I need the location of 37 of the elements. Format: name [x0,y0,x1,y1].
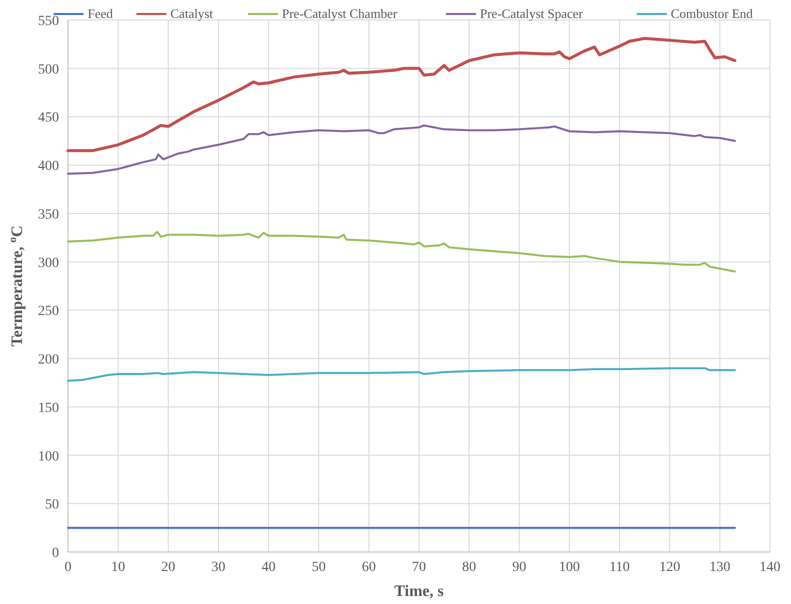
line-series [66,36,736,152]
legend-label: Catalyst [170,6,214,21]
x-tick-label: 20 [161,560,176,575]
y-tick-label: 350 [38,207,59,222]
x-tick-label: 110 [609,560,630,575]
x-tick-label: 30 [211,560,226,575]
y-tick-label: 550 [38,14,59,29]
y-tick-label: 50 [45,498,59,513]
y-tick-label: 0 [52,546,59,561]
legend-label: Feed [88,6,114,21]
x-tick-label: 10 [111,560,126,575]
line-series [67,124,736,175]
x-tick-label: 0 [64,560,72,575]
line-series [67,367,736,382]
x-tick-label: 120 [659,560,680,575]
x-tick-label: 80 [462,560,476,575]
legend-label: Pre-Catalyst Spacer [480,6,584,21]
x-tick-label: 40 [262,560,276,575]
legend-label: Pre-Catalyst Chamber [282,6,398,21]
x-tick-label: 60 [362,560,376,575]
y-tick-label: 250 [38,304,59,320]
y-tick-label: 150 [38,400,59,416]
legend-label: Combustor End [670,6,754,21]
y-tick-label: 400 [38,159,59,174]
x-tick-label: 100 [558,560,580,575]
x-tick-label: 70 [412,560,426,575]
line-series [67,230,736,272]
x-tick-label: 50 [312,560,326,575]
y-tick-label: 300 [38,256,59,271]
y-tick-label: 200 [38,352,59,368]
y-tick-label: 450 [38,110,59,126]
y-tick-label: 500 [38,62,59,78]
x-tick-label: 130 [709,560,730,575]
y-tick-label: 100 [38,449,59,464]
x-tick-label: 90 [512,560,526,575]
x-axis-title: Time, s [394,583,444,600]
x-tick-label: 140 [760,560,780,575]
